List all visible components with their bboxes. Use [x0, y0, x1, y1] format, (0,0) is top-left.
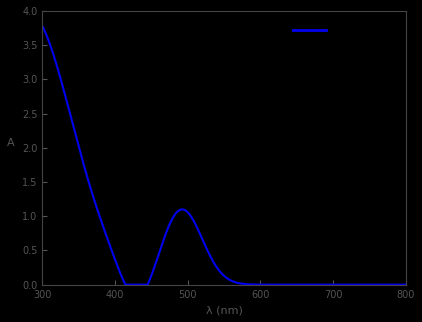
Y-axis label: A: A — [7, 138, 15, 148]
X-axis label: λ (nm): λ (nm) — [206, 305, 243, 315]
